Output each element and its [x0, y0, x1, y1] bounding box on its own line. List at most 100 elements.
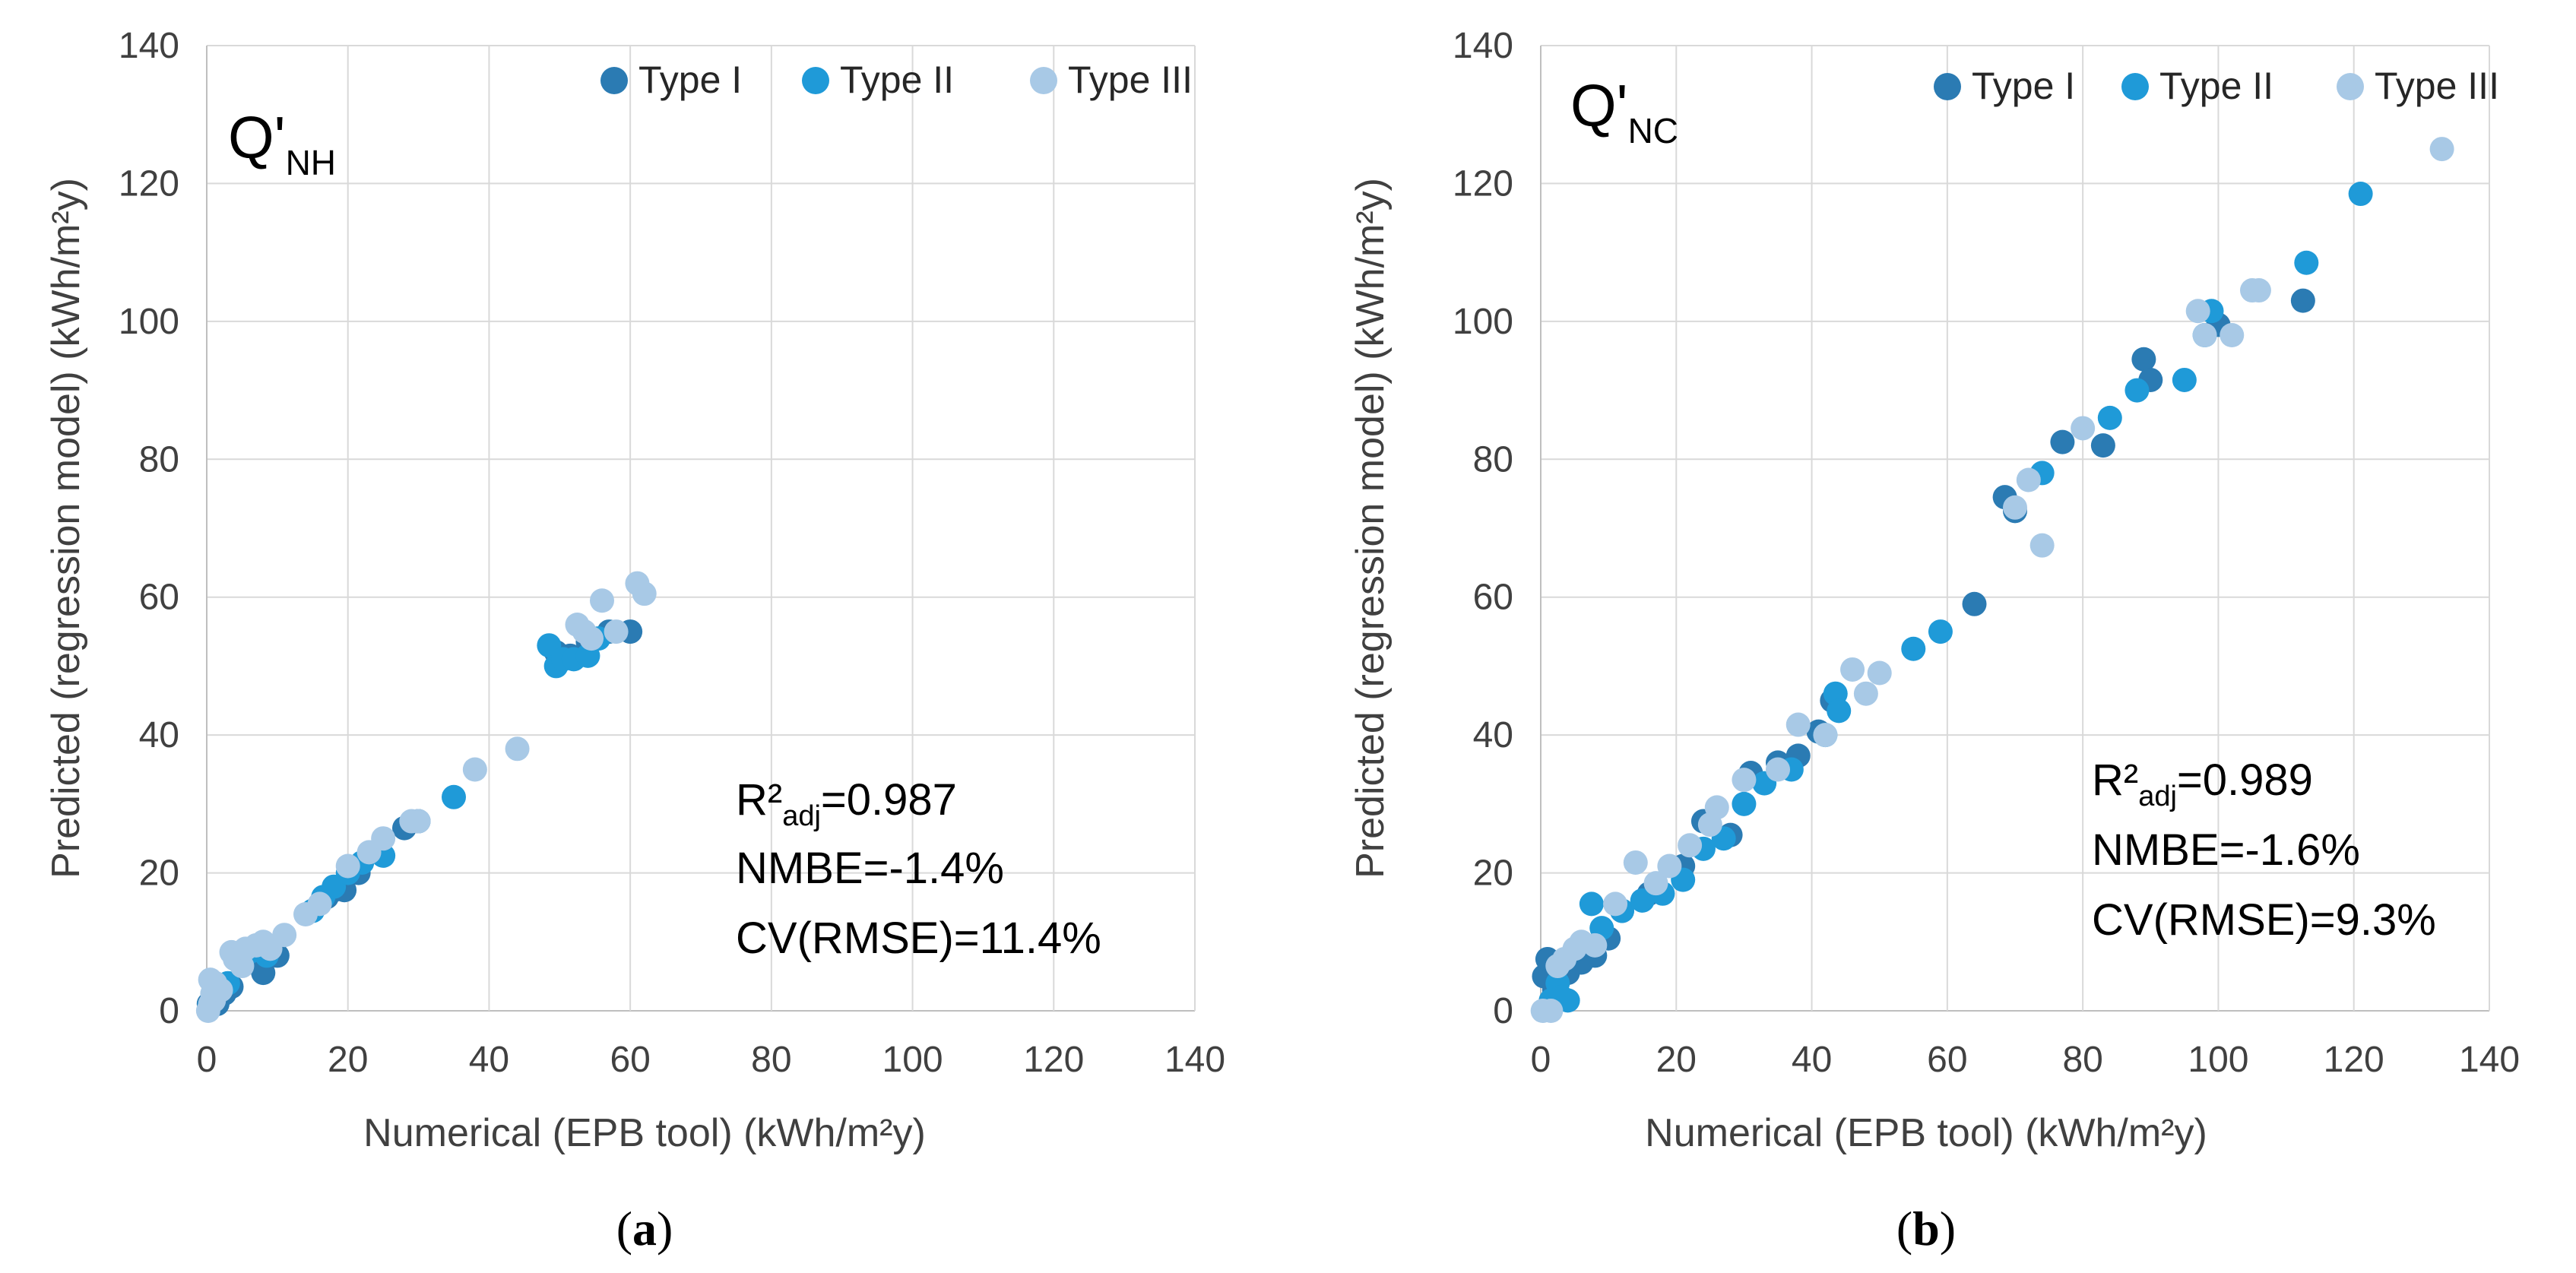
- panel-caption: (a): [616, 1202, 673, 1256]
- legend-marker: [600, 67, 628, 94]
- legend-marker: [1030, 67, 1057, 94]
- data-point: [1583, 933, 1608, 958]
- data-point: [2348, 182, 2373, 207]
- data-point: [335, 853, 360, 879]
- legend-marker: [2121, 73, 2149, 100]
- data-point: [462, 757, 487, 782]
- data-point: [2029, 533, 2055, 558]
- y-tick-label: 20: [139, 853, 179, 894]
- y-axis-title: Predicted (regression model) (kWh/m²y): [44, 178, 88, 879]
- data-point: [604, 619, 629, 644]
- x-tick-label: 100: [882, 1040, 943, 1080]
- data-point: [1732, 768, 1757, 793]
- data-point: [632, 581, 657, 606]
- y-tick-label: 60: [1473, 578, 1513, 618]
- data-point: [2124, 378, 2150, 403]
- y-tick-label: 100: [119, 302, 179, 342]
- y-tick-label: 120: [119, 163, 179, 204]
- data-point: [442, 784, 466, 809]
- data-point: [1962, 591, 1987, 616]
- panel-title-subscript: NH: [286, 143, 336, 182]
- panel-title-main: Q': [228, 104, 286, 171]
- data-point: [1643, 871, 1668, 896]
- data-point: [1538, 999, 1564, 1023]
- data-point: [2220, 323, 2245, 347]
- legend-marker: [2337, 73, 2364, 100]
- nmbe-annotation: NMBE=-1.6%: [2092, 825, 2360, 875]
- y-tick-label: 80: [139, 439, 179, 480]
- y-tick-label: 20: [1473, 853, 1513, 894]
- panel-title-subscript: NC: [1628, 111, 1678, 150]
- data-point: [2172, 367, 2197, 392]
- data-point: [1901, 636, 1926, 661]
- x-tick-label: 120: [2324, 1040, 2384, 1080]
- x-tick-label: 40: [1792, 1040, 1832, 1080]
- data-point: [1732, 791, 1757, 816]
- panel-title: Q'NH: [228, 104, 336, 182]
- legend-label: Type III: [1068, 59, 1193, 101]
- x-tick-label: 60: [1927, 1040, 1967, 1080]
- panel-caption: (b): [1896, 1202, 1956, 1256]
- y-tick-label: 60: [139, 578, 179, 618]
- r2-annotation: R²adj=0.989: [2092, 755, 2313, 812]
- y-tick-label: 0: [159, 991, 179, 1031]
- x-tick-label: 80: [2062, 1040, 2102, 1080]
- y-tick-label: 40: [1473, 715, 1513, 755]
- data-point: [2016, 467, 2041, 492]
- x-tick-label: 40: [469, 1040, 509, 1080]
- data-point: [208, 977, 233, 1002]
- chart-panel-b: 0 20 40 60 80 100 120 140 0 20 40 60 80 100 120 140 Num…: [1348, 26, 2520, 1256]
- data-point: [2003, 495, 2027, 520]
- data-point: [1840, 657, 1865, 682]
- x-tick-label: 100: [2188, 1040, 2248, 1080]
- y-tick-label: 120: [1453, 163, 1513, 204]
- panel-title: Q'NC: [1570, 72, 1678, 150]
- nmbe-annotation: NMBE=-1.4%: [736, 844, 1004, 893]
- legend-label: Type II: [2159, 65, 2273, 107]
- data-point: [590, 588, 614, 613]
- data-point: [2071, 416, 2096, 441]
- legend-label: Type II: [840, 59, 954, 101]
- y-tick-label: 100: [1453, 302, 1513, 342]
- data-point: [406, 809, 431, 834]
- x-axis-title: Numerical (EPB tool) (kWh/m²y): [1645, 1111, 2207, 1155]
- x-tick-label: 20: [1656, 1040, 1697, 1080]
- x-tick-label: 80: [751, 1040, 791, 1080]
- data-point: [2090, 433, 2115, 458]
- cv-rmse-annotation: CV(RMSE)=9.3%: [2092, 895, 2436, 945]
- x-tick-label: 140: [1164, 1040, 1225, 1080]
- x-tick-label: 60: [610, 1040, 650, 1080]
- r2-annotation: R²adj=0.987: [736, 775, 957, 832]
- data-point: [2185, 299, 2210, 324]
- y-tick-label: 140: [119, 26, 179, 66]
- data-point: [1827, 698, 1852, 724]
- data-point: [1579, 891, 1604, 917]
- data-point: [1657, 853, 1682, 879]
- legend-label: Type I: [1972, 65, 2075, 107]
- data-point: [1785, 712, 1811, 737]
- data-point: [1853, 681, 1878, 706]
- legend: Type I Type II Type III: [1934, 65, 2499, 107]
- y-tick-label: 0: [1493, 991, 1513, 1031]
- y-tick-label: 140: [1453, 26, 1513, 66]
- data-point: [1867, 660, 1892, 686]
- data-point: [1603, 891, 1628, 917]
- data-point: [307, 891, 332, 917]
- panel-title-main: Q': [1570, 72, 1628, 139]
- data-point: [2192, 323, 2217, 347]
- legend-label: Type I: [638, 59, 742, 101]
- legend-marker: [1934, 73, 1961, 100]
- data-point: [579, 626, 604, 651]
- data-point: [1678, 833, 1703, 858]
- data-point: [2097, 405, 2122, 430]
- legend-marker: [802, 67, 829, 94]
- data-point: [1813, 723, 1838, 748]
- y-tick-label: 80: [1473, 439, 1513, 480]
- data-point: [371, 826, 396, 851]
- legend: Type I Type II Type III: [600, 59, 1193, 101]
- chart-panel-a: 0 20 40 60 80 100 120 140 0 20 40 60 80 100 120 140 Num…: [44, 26, 1225, 1256]
- y-tick-label: 40: [139, 715, 179, 755]
- x-tick-label: 0: [197, 1040, 217, 1080]
- data-point: [2290, 288, 2315, 313]
